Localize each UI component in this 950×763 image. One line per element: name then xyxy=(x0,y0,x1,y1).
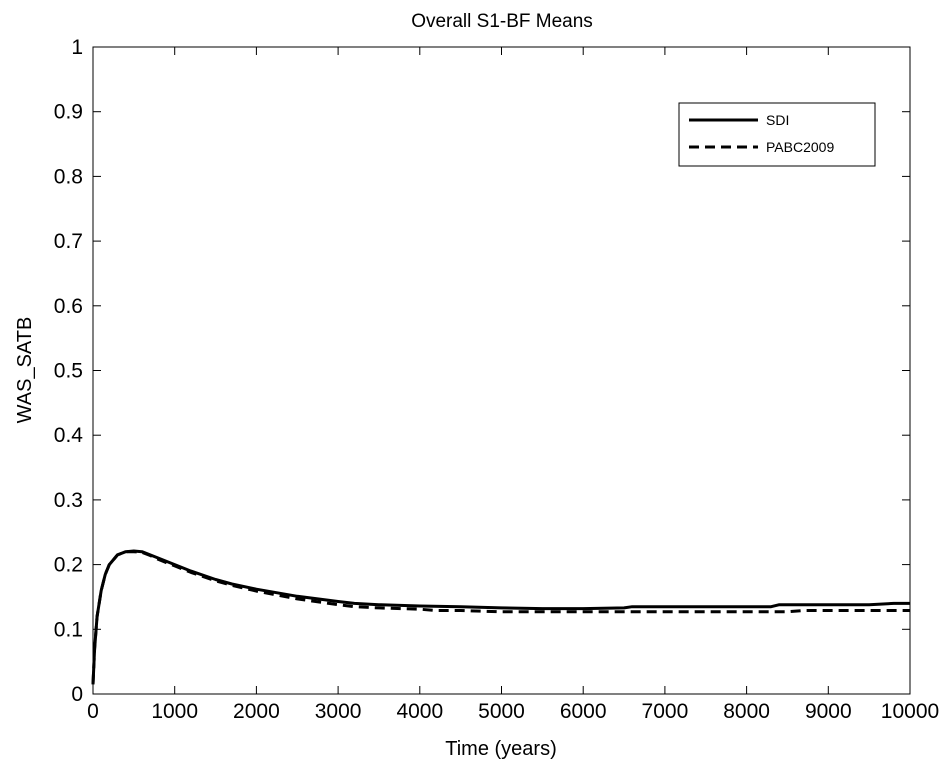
y-tick-label: 0.3 xyxy=(54,489,83,512)
x-tick-label: 0 xyxy=(87,700,99,723)
x-axis-title: Time (years) xyxy=(445,738,556,760)
legend-box xyxy=(678,102,876,167)
legend-label-sdi: SDI xyxy=(766,112,789,128)
x-tick-label: 7000 xyxy=(642,700,689,723)
x-tick-label: 6000 xyxy=(560,700,607,723)
y-tick-label: 0.8 xyxy=(54,165,83,188)
x-tick-label: 5000 xyxy=(478,700,525,723)
y-tick-label: 1 xyxy=(71,36,83,59)
y-tick-label: 0.9 xyxy=(54,101,83,124)
chart-title: Overall S1-BF Means xyxy=(411,11,593,32)
series-line-sdi xyxy=(91,549,910,685)
y-tick-label: 0 xyxy=(71,683,83,706)
x-tick-label: 10000 xyxy=(881,700,939,723)
y-tick-label: 0.2 xyxy=(54,554,83,577)
legend: SDI PABC2009 xyxy=(678,102,876,167)
axis-ticks: 0 1000 2000 3000 4000 5000 6000 7000 8000 9000 100… xyxy=(54,36,939,723)
x-tick-label: 9000 xyxy=(805,700,852,723)
x-tick-label: 2000 xyxy=(233,700,280,723)
legend-label-pabc2009: PABC2009 xyxy=(766,139,834,155)
x-tick-label: 8000 xyxy=(723,700,770,723)
x-tick-label: 4000 xyxy=(396,700,443,723)
y-tick-label: 0.1 xyxy=(54,618,83,641)
series-lines xyxy=(91,549,910,685)
y-tick-label: 0.4 xyxy=(54,424,84,447)
y-tick-label: 0.6 xyxy=(54,295,83,318)
y-axis-title: WAS_SATB xyxy=(14,317,36,424)
x-tick-label: 3000 xyxy=(315,700,362,723)
y-tick-label: 0.5 xyxy=(54,360,83,383)
x-tick-label: 1000 xyxy=(151,700,198,723)
y-tick-label: 0.7 xyxy=(54,230,83,253)
